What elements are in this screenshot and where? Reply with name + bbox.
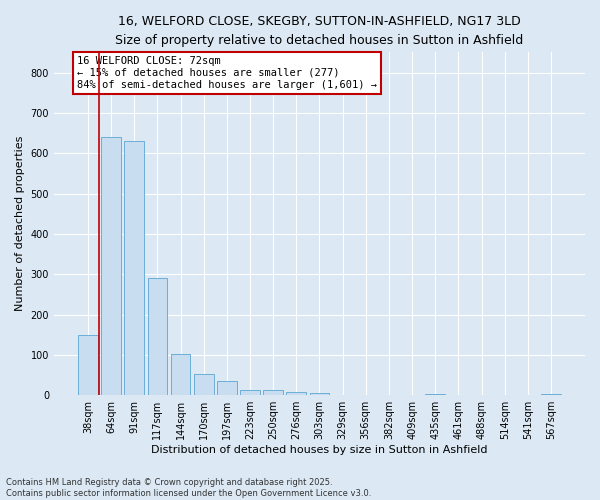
Bar xyxy=(425,394,445,395)
Bar xyxy=(124,141,144,395)
Y-axis label: Number of detached properties: Number of detached properties xyxy=(15,136,25,312)
Bar xyxy=(217,381,236,395)
Bar xyxy=(78,334,98,395)
Bar xyxy=(194,374,214,395)
Bar xyxy=(263,390,283,395)
Bar xyxy=(148,278,167,395)
Bar xyxy=(240,390,260,395)
Text: Contains HM Land Registry data © Crown copyright and database right 2025.
Contai: Contains HM Land Registry data © Crown c… xyxy=(6,478,371,498)
Bar xyxy=(101,137,121,395)
Bar xyxy=(286,392,306,395)
Bar xyxy=(310,393,329,395)
Title: 16, WELFORD CLOSE, SKEGBY, SUTTON-IN-ASHFIELD, NG17 3LD
Size of property relativ: 16, WELFORD CLOSE, SKEGBY, SUTTON-IN-ASH… xyxy=(115,15,524,47)
Bar xyxy=(170,354,190,395)
X-axis label: Distribution of detached houses by size in Sutton in Ashfield: Distribution of detached houses by size … xyxy=(151,445,488,455)
Bar xyxy=(541,394,561,395)
Text: 16 WELFORD CLOSE: 72sqm
← 15% of detached houses are smaller (277)
84% of semi-d: 16 WELFORD CLOSE: 72sqm ← 15% of detache… xyxy=(77,56,377,90)
